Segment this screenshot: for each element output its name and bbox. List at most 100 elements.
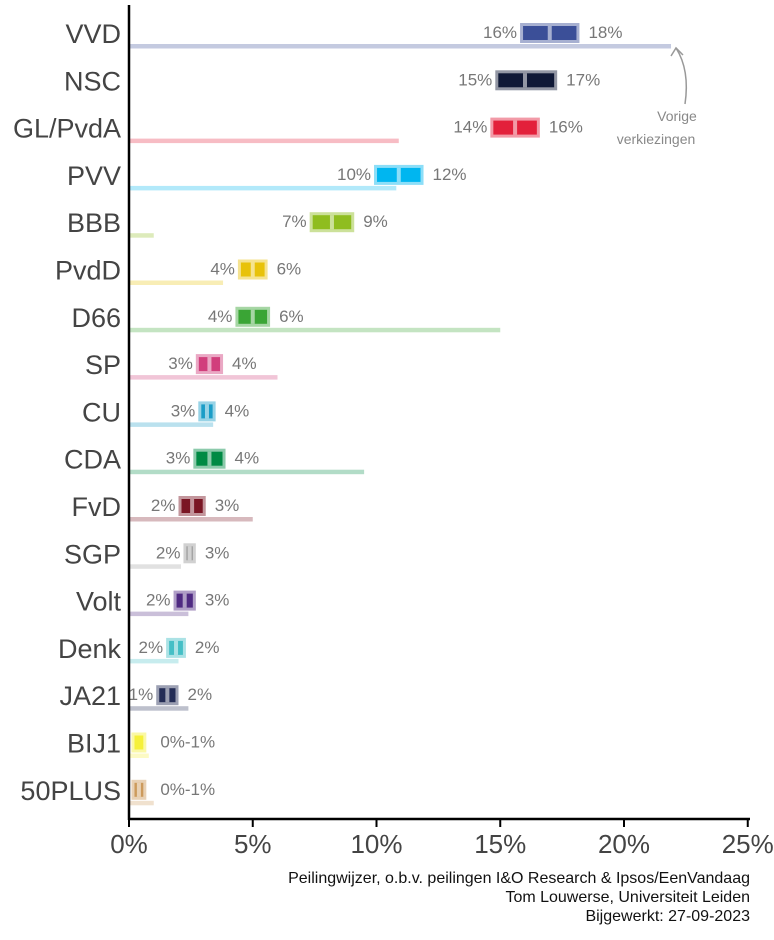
range-low-label: 2%: [146, 591, 171, 610]
party-label: 50PLUS: [20, 776, 121, 806]
range-low-label: 2%: [139, 638, 164, 657]
party-row-cda: CDA 3% 4%: [64, 445, 365, 475]
x-tick-label: 15%: [474, 829, 526, 859]
range-high-label: 6%: [277, 260, 302, 279]
previous-election-bar: [129, 375, 278, 380]
x-tick-label: 20%: [598, 829, 650, 859]
range-high-label: 12%: [433, 165, 467, 184]
range-high-label: 18%: [588, 23, 622, 42]
party-row-pvdd: PvdD 4% 6%: [55, 256, 301, 286]
party-row-sp: SP 3% 4%: [85, 350, 278, 380]
poll-midpoint-mark: [207, 451, 212, 466]
range-high-label: 2%: [188, 685, 213, 704]
range-high-label: 6%: [279, 307, 304, 326]
range-low-label: 16%: [483, 23, 517, 42]
previous-election-bar: [129, 658, 179, 664]
range-low-label: 14%: [453, 118, 487, 137]
chart-credits: Peilingwijzer, o.b.v. peilingen I&O Rese…: [288, 869, 750, 926]
credits-updated: Bijgewerkt: 27-09-2023: [585, 908, 750, 925]
range-high-label: 0%-1%: [160, 733, 215, 752]
x-axis: 0% 5% 10% 15% 20% 25%: [110, 819, 774, 859]
range-low-label: 7%: [282, 212, 307, 231]
previous-election-bar: [129, 138, 399, 144]
range-high-label: 3%: [215, 496, 240, 515]
party-row-cu: CU 3% 4%: [82, 397, 249, 427]
range-low-label: 1%: [129, 685, 154, 704]
party-label: NSC: [64, 66, 121, 96]
range-low-label: 3%: [168, 354, 193, 373]
party-row-denk: Denk 2% 2%: [58, 634, 220, 664]
party-label: BIJ1: [67, 729, 121, 759]
party-row-ja21: JA21 1% 2%: [59, 681, 212, 711]
poll-midpoint-mark: [136, 782, 141, 797]
poll-midpoint-mark: [190, 499, 195, 513]
range-high-label: 3%: [205, 591, 230, 610]
party-label: VVD: [65, 19, 121, 49]
previous-election-bar: [129, 44, 672, 49]
annotation-label-line2: verkiezingen: [617, 131, 696, 147]
range-low-label: 15%: [458, 70, 492, 89]
annotation-arrow: [675, 47, 688, 105]
poll-midpoint-mark: [523, 73, 527, 88]
range-high-label: 0%-1%: [160, 780, 215, 799]
party-row-bij1: BIJ1 0%-1%: [67, 729, 215, 759]
range-low-label: 2%: [151, 496, 176, 515]
party-label: Volt: [76, 587, 122, 617]
previous-election-bar: [129, 564, 181, 569]
range-high-label: 4%: [235, 449, 260, 468]
party-label: PVV: [67, 161, 121, 191]
range-high-label: 17%: [566, 70, 600, 89]
range-high-label: 16%: [549, 118, 583, 137]
poll-midpoint-mark: [174, 640, 179, 655]
poll-midpoint-mark: [396, 167, 401, 182]
party-row-bbb: BBB 7% 9%: [67, 208, 388, 238]
x-tick-label: 10%: [350, 829, 402, 859]
poll-midpoint-mark: [250, 309, 255, 324]
range-low-label: 4%: [210, 260, 235, 279]
x-tick-label: 5%: [234, 829, 272, 859]
range-high-label: 2%: [195, 638, 220, 657]
poll-midpoint-mark: [187, 546, 192, 561]
party-label: GL/PvdA: [13, 114, 121, 144]
party-label: SP: [85, 350, 121, 380]
range-low-label: 4%: [208, 307, 233, 326]
party-label: SGP: [64, 539, 121, 569]
poll-range-inner: [134, 735, 144, 750]
poll-midpoint-mark: [250, 262, 255, 277]
party-label: D66: [71, 303, 121, 333]
previous-election-bar: [129, 706, 189, 711]
party-row-volt: Volt 2% 3%: [76, 587, 229, 617]
range-low-label: 3%: [166, 449, 191, 468]
poll-midpoint-mark: [165, 688, 170, 703]
range-high-label: 3%: [205, 543, 230, 562]
poll-midpoint-mark: [207, 357, 212, 372]
party-row-sgp: SGP 2% 3%: [64, 539, 229, 569]
previous-election-bar: [129, 185, 397, 191]
party-label: Denk: [58, 634, 122, 664]
range-high-label: 4%: [225, 401, 250, 420]
annotation-arrowhead: [670, 46, 684, 57]
poll-midpoint-mark: [182, 593, 187, 608]
previous-election-bar: [129, 280, 224, 285]
range-high-label: 4%: [232, 354, 257, 373]
previous-election-bar: [129, 800, 154, 806]
poll-midpoint-mark: [204, 404, 209, 419]
range-low-label: 3%: [171, 401, 196, 420]
party-label: JA21: [59, 681, 121, 711]
previous-election-bar: [129, 753, 149, 758]
previous-election-bar: [129, 233, 154, 238]
party-label: CU: [82, 397, 121, 427]
previous-election-bar: [129, 611, 189, 617]
x-tick-label: 0%: [110, 829, 148, 859]
party-row-fvd: FvD 2% 3%: [72, 492, 253, 522]
poll-midpoint-mark: [547, 26, 552, 40]
party-row-50plus: 50PLUS 0%-1%: [20, 776, 215, 806]
range-low-label: 2%: [156, 543, 181, 562]
poll-range-chart: VVD 16% 18% NSC 15% 17% GL/PvdA 14% 16% PVV 10% 12%…: [13, 5, 774, 859]
party-label: CDA: [64, 445, 121, 475]
x-tick-label: 25%: [722, 829, 774, 859]
credits-author: Tom Louwerse, Universiteit Leiden: [505, 889, 750, 906]
range-low-label: 10%: [337, 165, 371, 184]
previous-election-annotation: Vorige verkiezingen: [617, 46, 697, 147]
party-label: FvD: [72, 492, 122, 522]
